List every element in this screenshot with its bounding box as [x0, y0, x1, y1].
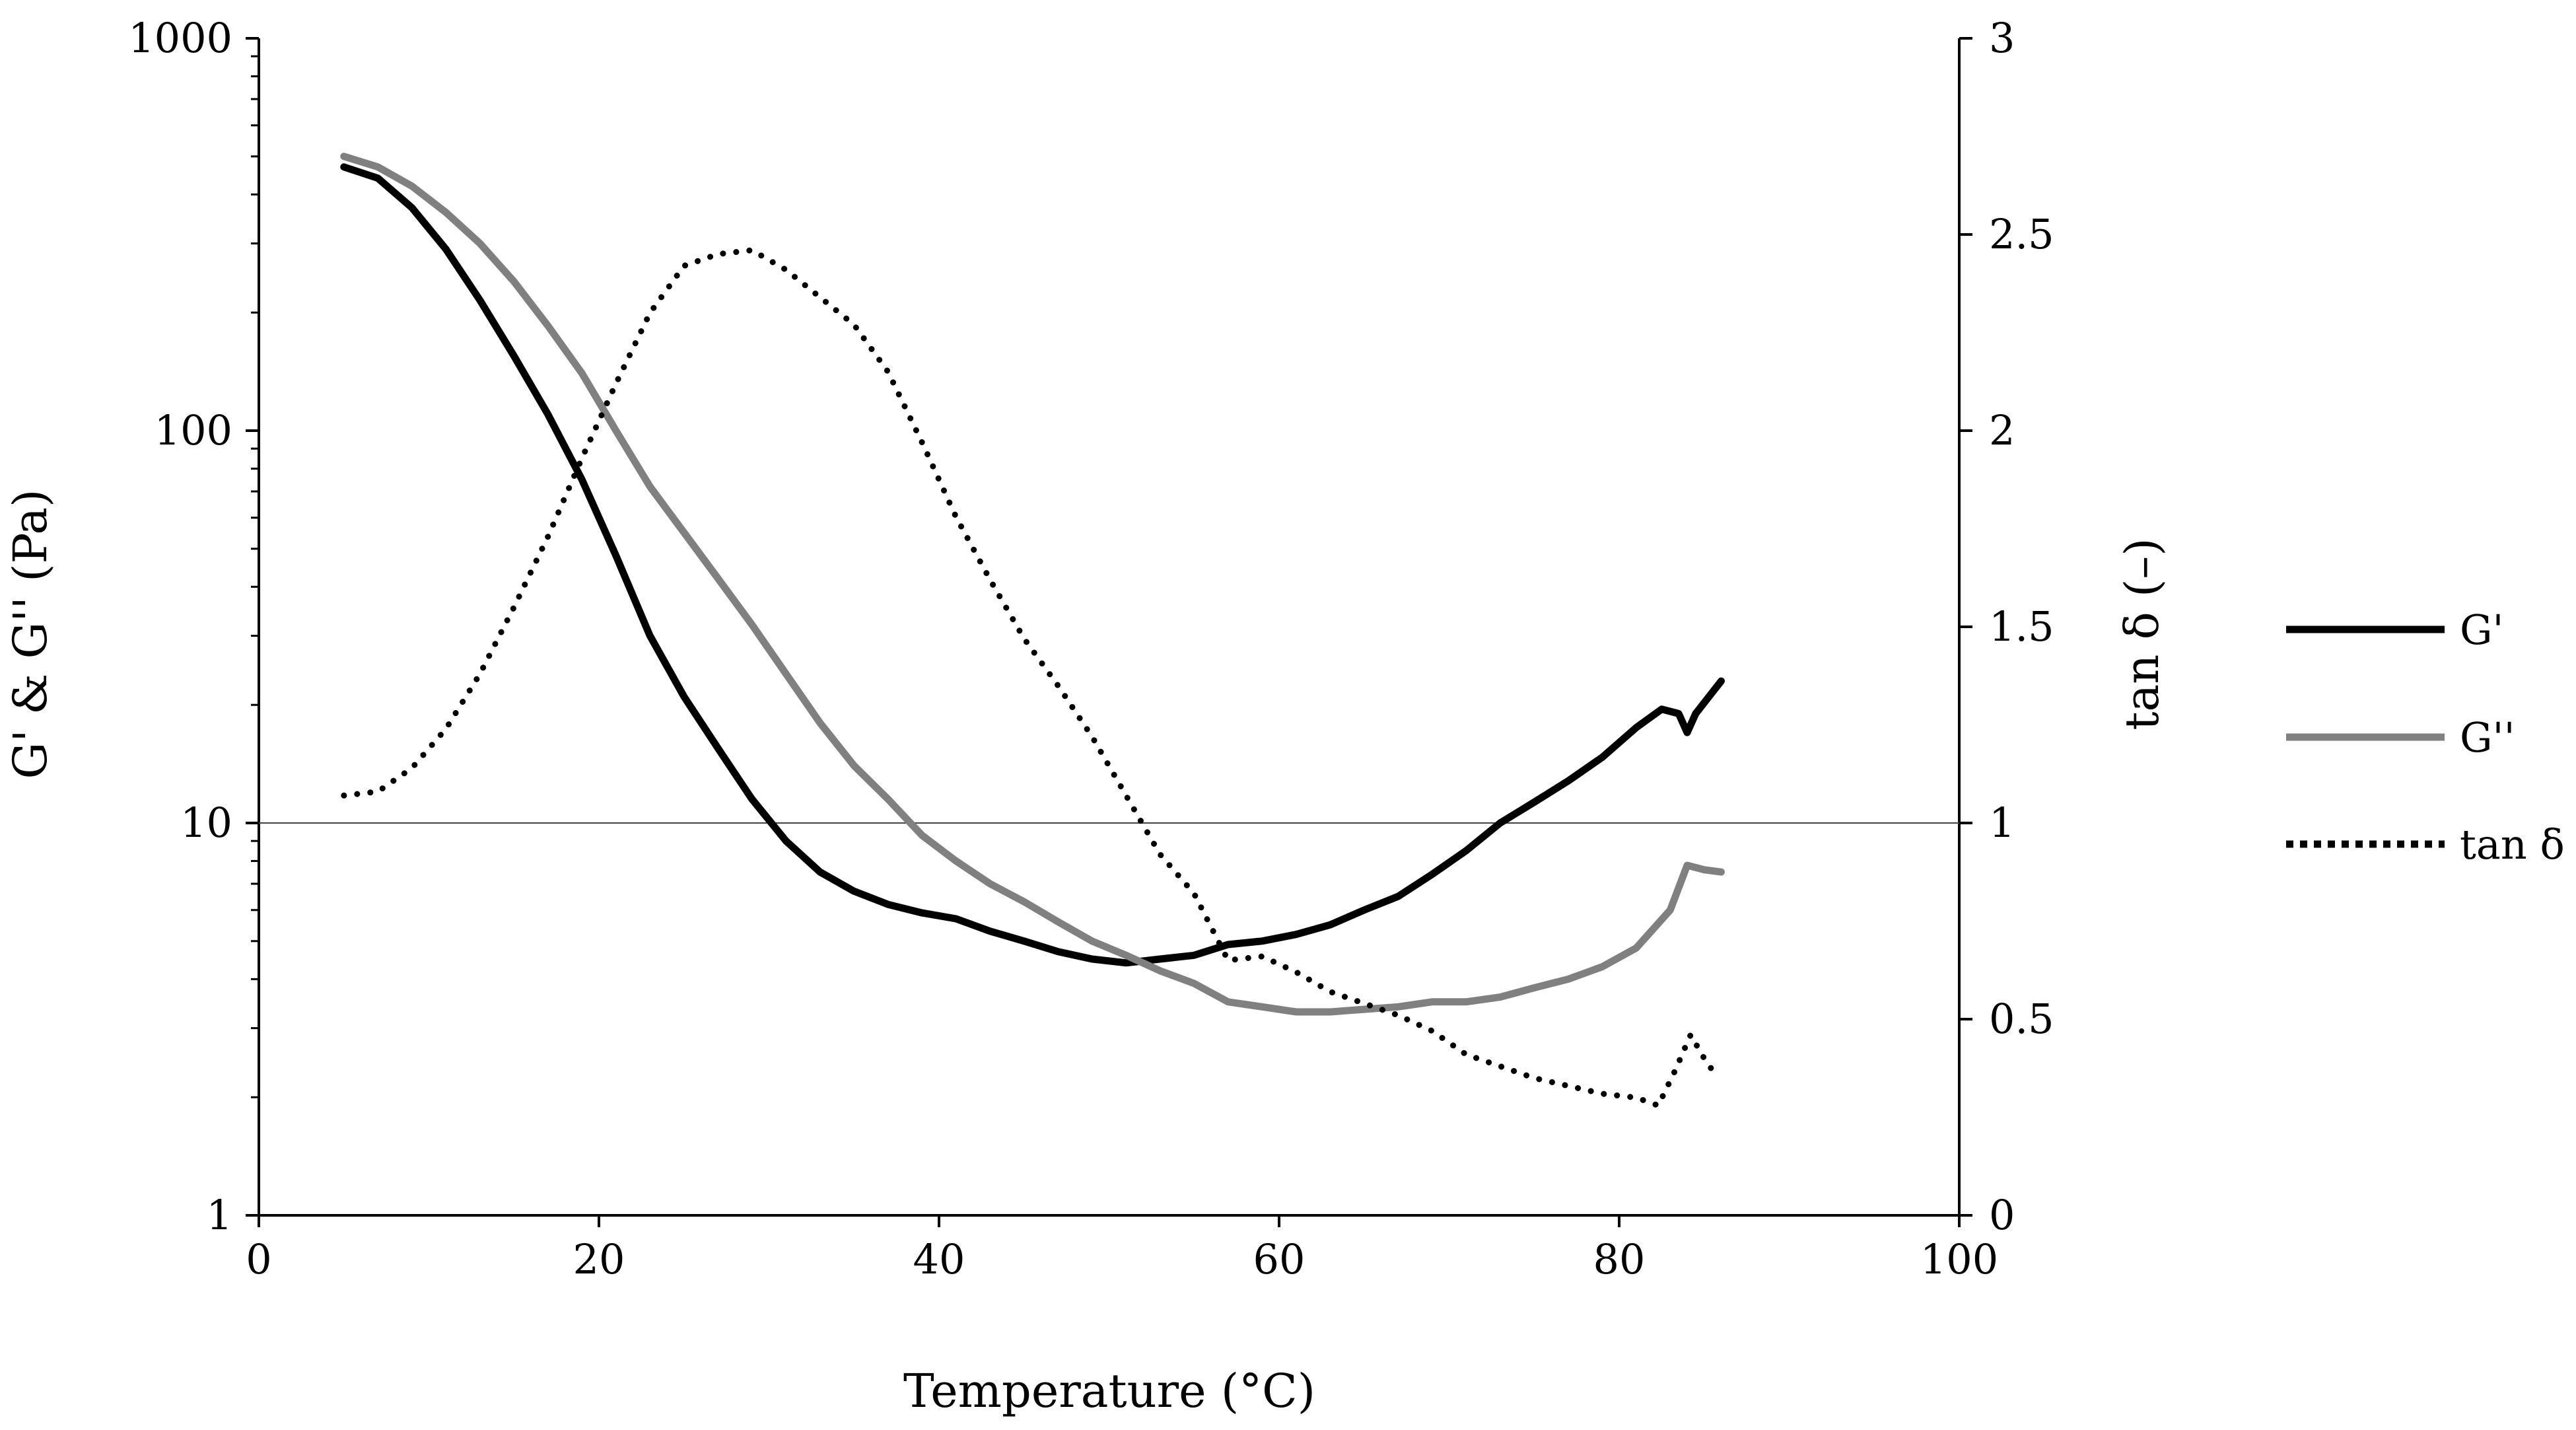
legend-label-g-prime: G'	[2460, 606, 2504, 654]
legend: G' G'' tan δ	[2286, 606, 2565, 869]
y-right-tick-label: 0.5	[1989, 995, 2054, 1043]
ticks: 0 20 40 60 80 100 1 10 100 1000 0 0.5 1 1.5 2 2.5 3	[128, 14, 2054, 1283]
y-right-tick-label: 1	[1989, 799, 2015, 847]
y-right-tick-label: 3	[1989, 14, 2015, 62]
axes	[258, 38, 1961, 1217]
x-axis-title: Temperature (°C)	[903, 1364, 1315, 1418]
y-right-tick-label: 0	[1989, 1191, 2015, 1239]
y-right-tick-label: 2	[1989, 406, 2015, 454]
tan-delta-line	[341, 247, 1721, 1109]
x-tick-label: 80	[1593, 1235, 1646, 1283]
x-tick-label: 20	[573, 1235, 625, 1283]
y-axis-left-title: G' & G'' (Pa)	[3, 489, 57, 779]
y-left-tick-label: 10	[180, 799, 232, 847]
y-right-tick-label: 1.5	[1989, 602, 2054, 651]
g-prime-line	[340, 163, 1725, 967]
y-axis-right-title: tan δ (–)	[2115, 538, 2169, 730]
g-double-prime-line	[340, 153, 1725, 1016]
x-tick-label: 60	[1253, 1235, 1305, 1283]
series-layer	[340, 153, 1725, 1109]
x-tick-label: 0	[246, 1235, 271, 1283]
x-tick-label: 40	[913, 1235, 965, 1283]
y-right-tick-label: 2.5	[1989, 210, 2054, 258]
y-left-tick-label: 1000	[128, 14, 232, 62]
y-left-tick-label: 100	[155, 406, 232, 454]
legend-label-tan-delta: tan δ	[2460, 820, 2565, 869]
legend-label-g-double-prime: G''	[2460, 713, 2515, 762]
x-tick-label: 100	[1920, 1235, 1998, 1283]
y-left-tick-label: 1	[207, 1191, 232, 1239]
